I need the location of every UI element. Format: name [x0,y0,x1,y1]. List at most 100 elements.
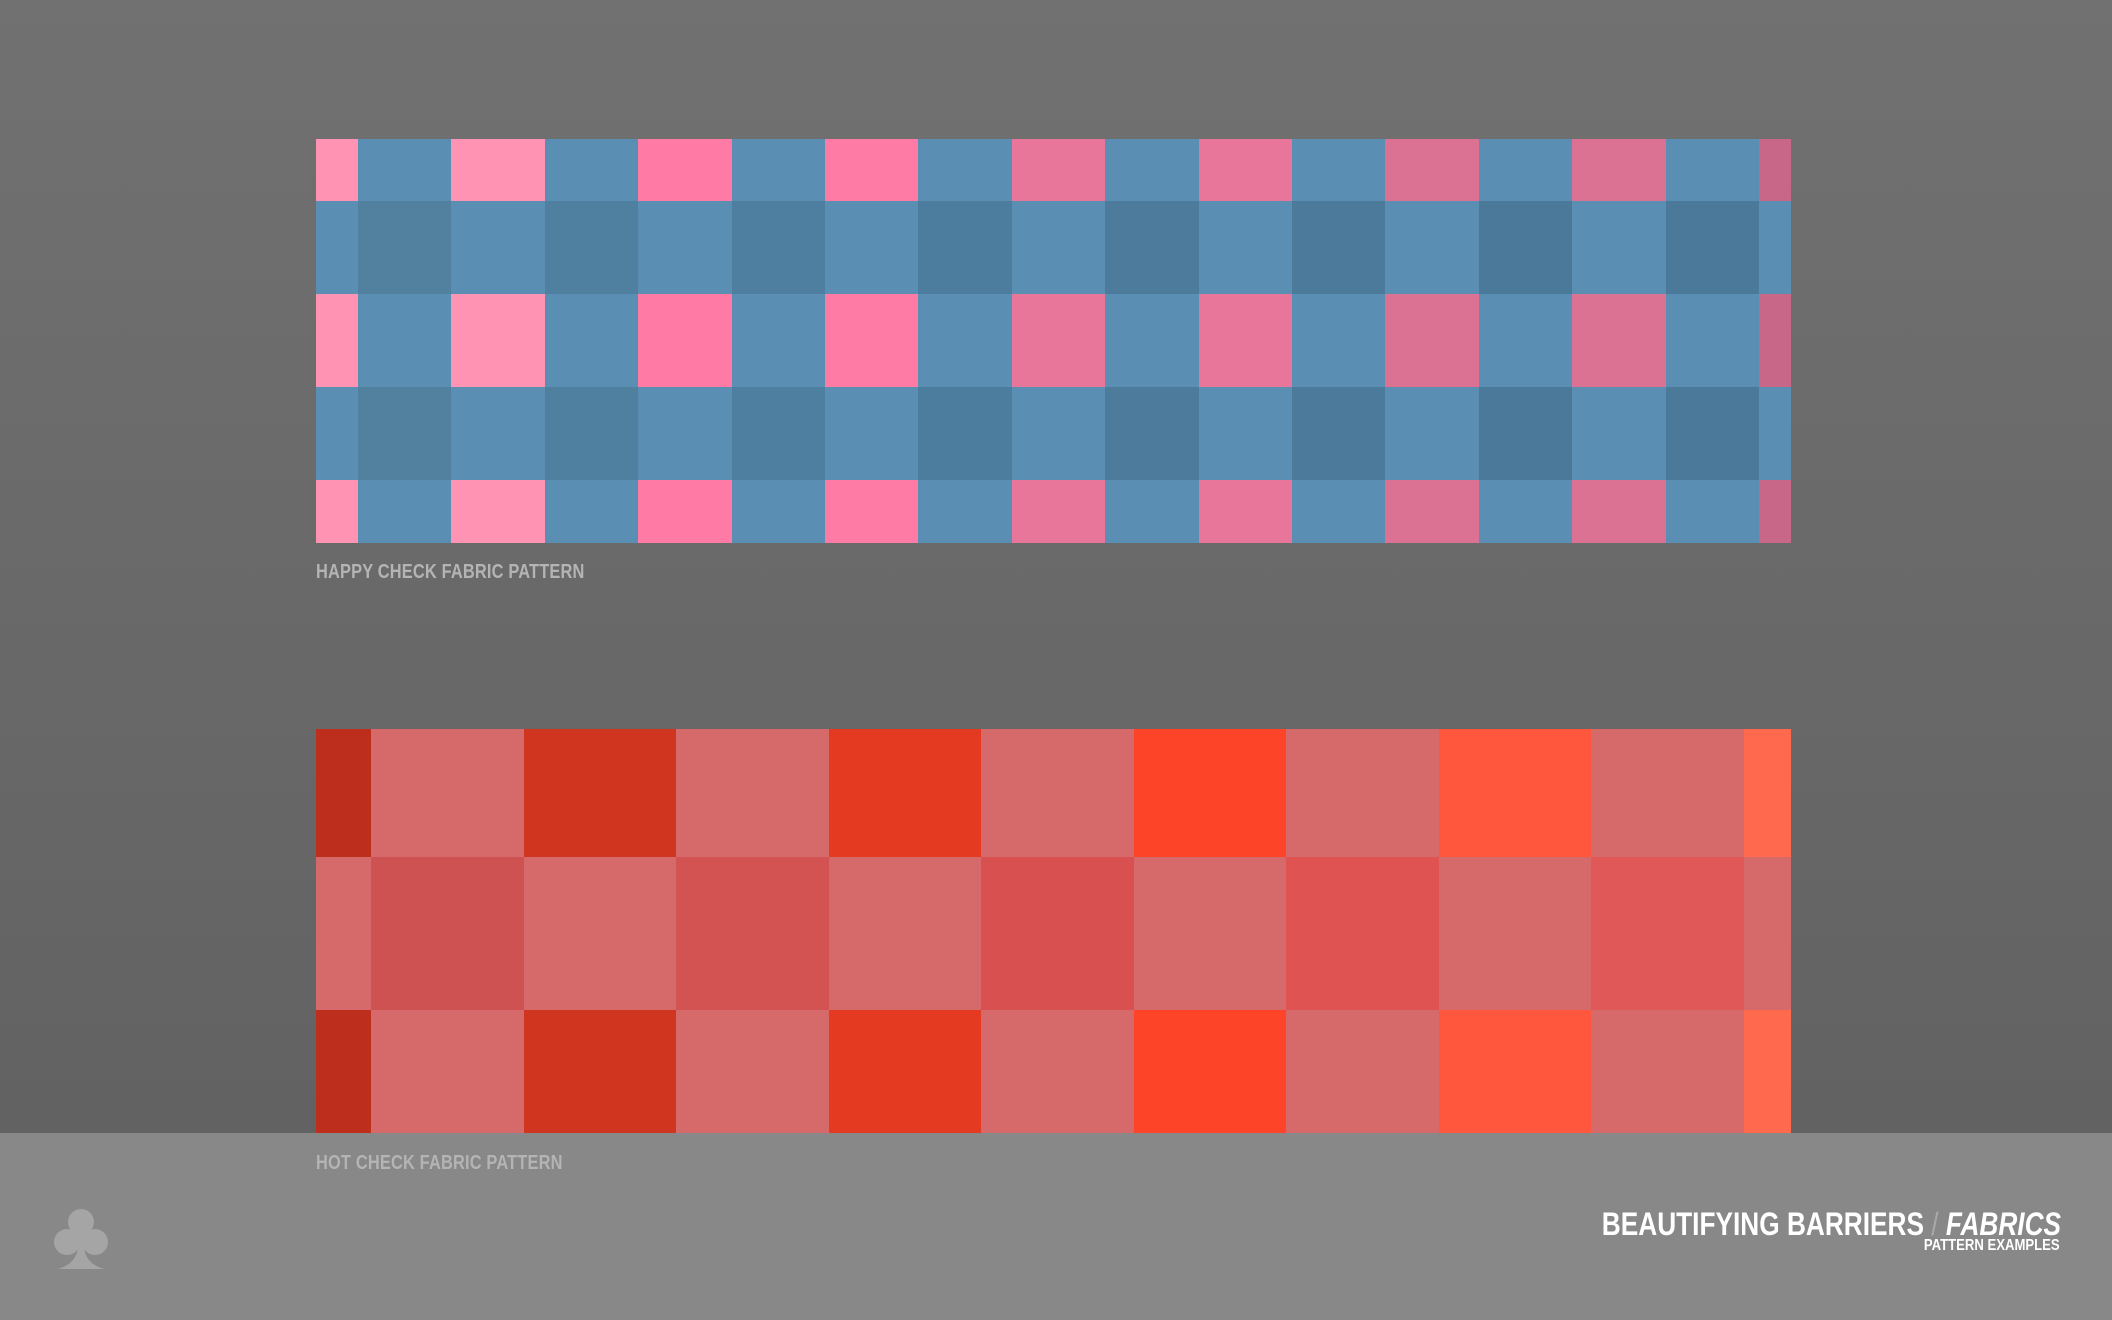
base-cell [1478,139,1573,201]
stripe-cell [1759,294,1791,387]
base-cell [1385,201,1479,294]
title-separator: / [1931,1206,1939,1242]
stripe-cell [451,139,545,201]
base-cell [358,480,452,543]
base-cell [1292,480,1386,543]
stripe-cell [638,294,732,387]
intersection-cell [981,857,1134,1010]
stripe-cell [1572,480,1666,543]
intersection-cell [1292,387,1386,480]
base-cell [1572,387,1666,480]
base-cell [523,857,676,1010]
stripe-cell [1011,139,1106,201]
stripe-cell [1572,294,1666,387]
base-cell [731,139,825,201]
base-cell [1105,139,1199,201]
intersection-cell [1591,857,1744,1010]
base-cell [451,387,545,480]
base-cell [1198,387,1292,480]
stripe-cell [1385,139,1479,201]
hot-check-pattern [316,729,1791,1133]
base-cell [731,480,825,543]
title-section: FABRICS [1945,1206,2061,1242]
base-cell [1665,294,1759,387]
base-cell [1286,1010,1439,1133]
base-cell [918,139,1012,201]
stripe-cell [1438,1010,1591,1133]
base-cell [371,729,524,857]
intersection-cell [1478,387,1573,480]
stripe-cell [316,139,358,201]
intersection-cell [1478,201,1573,294]
intersection-cell [1105,387,1199,480]
stripe-cell [316,729,371,857]
base-cell [1133,857,1286,1010]
base-cell [1292,139,1386,201]
stripe-cell [451,480,545,543]
base-cell [316,201,358,294]
base-cell [918,294,1012,387]
stripe-cell [1198,480,1292,543]
base-cell [638,201,732,294]
stripe-cell [523,729,676,857]
stripe-cell [316,1010,371,1133]
hot-check-label: HOT CHECK FABRIC PATTERN [316,1152,563,1174]
base-cell [1665,480,1759,543]
base-cell [1743,857,1791,1010]
base-cell [1292,294,1386,387]
base-cell [1665,139,1759,201]
club-icon [54,1209,108,1269]
base-cell [1105,480,1199,543]
intersection-cell [1105,201,1199,294]
base-cell [1011,201,1106,294]
stripe-cell [1133,1010,1286,1133]
stripe-cell [828,1010,981,1133]
base-cell [825,201,919,294]
base-cell [358,139,452,201]
stripe-cell [638,139,732,201]
happy-check-pattern [316,139,1791,543]
base-cell [1011,387,1106,480]
base-cell [1759,201,1791,294]
stripe-cell [1385,480,1479,543]
stripe-cell [1759,480,1791,543]
intersection-cell [1665,201,1759,294]
stripe-cell [316,480,358,543]
base-cell [1198,201,1292,294]
base-cell [1478,480,1573,543]
base-cell [1478,294,1573,387]
stripe-cell [828,729,981,857]
intersection-cell [544,387,639,480]
base-cell [1591,1010,1744,1133]
intersection-cell [358,387,452,480]
stripe-cell [825,480,919,543]
base-cell [1591,729,1744,857]
intersection-cell [544,201,639,294]
stripe-cell [1438,729,1591,857]
stripe-cell [1759,139,1791,201]
base-cell [544,294,639,387]
stripe-cell [523,1010,676,1133]
intersection-cell [731,387,825,480]
base-cell [731,294,825,387]
base-cell [981,1010,1134,1133]
base-cell [918,480,1012,543]
base-cell [544,139,639,201]
intersection-cell [731,201,825,294]
base-cell [828,857,981,1010]
base-cell [1759,387,1791,480]
stripe-cell [316,294,358,387]
stripe-cell [825,294,919,387]
base-cell [358,294,452,387]
base-cell [676,729,829,857]
base-cell [676,1010,829,1133]
base-cell [544,480,639,543]
stripe-cell [1572,139,1666,201]
footer-title: BEAUTIFYING BARRIERS / FABRICS [1602,1206,2061,1243]
intersection-cell [1665,387,1759,480]
stripe-cell [1198,294,1292,387]
base-cell [1105,294,1199,387]
base-cell [371,1010,524,1133]
stripe-cell [1011,480,1106,543]
base-cell [1286,729,1439,857]
